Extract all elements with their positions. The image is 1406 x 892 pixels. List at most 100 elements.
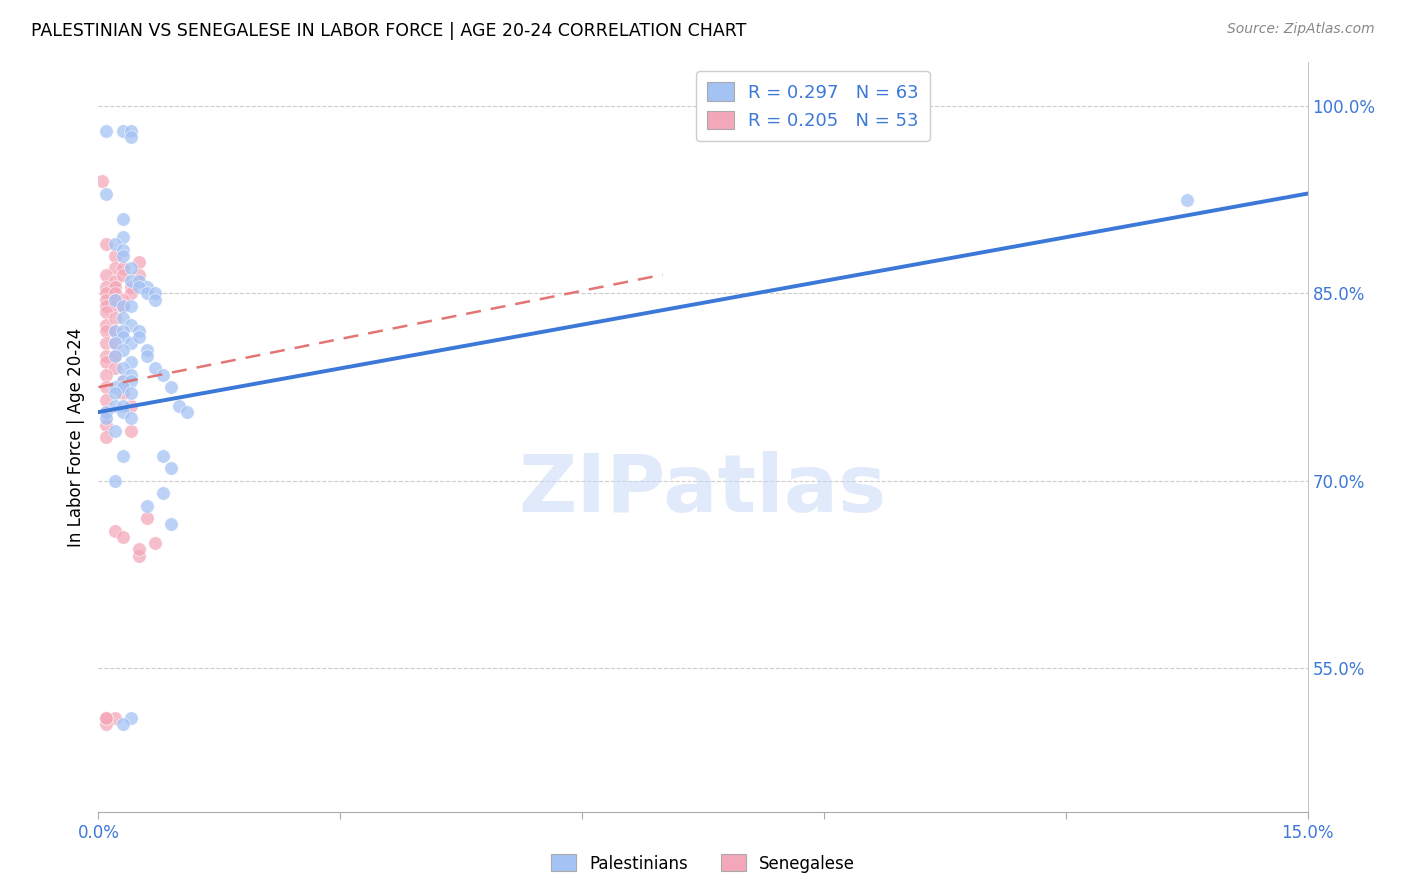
Point — [103, 311, 125, 326]
Point — [111, 311, 134, 326]
Text: PALESTINIAN VS SENEGALESE IN LABOR FORCE | AGE 20-24 CORRELATION CHART: PALESTINIAN VS SENEGALESE IN LABOR FORCE… — [31, 22, 747, 40]
Point — [103, 361, 125, 376]
Point — [96, 299, 118, 313]
Point — [111, 374, 134, 388]
Point — [96, 355, 118, 369]
Point — [120, 261, 142, 276]
Point — [111, 380, 134, 394]
Point — [111, 124, 134, 138]
Point — [120, 711, 142, 725]
Point — [120, 318, 142, 332]
Point — [111, 293, 134, 307]
Point — [111, 449, 134, 463]
Point — [103, 399, 125, 413]
Point — [120, 374, 142, 388]
Point — [103, 474, 125, 488]
Point — [103, 380, 125, 394]
Point — [103, 286, 125, 301]
Point — [103, 249, 125, 263]
Point — [135, 499, 157, 513]
Point — [120, 386, 142, 401]
Point — [120, 424, 142, 438]
Point — [120, 336, 142, 351]
Point — [120, 355, 142, 369]
Point — [96, 268, 118, 282]
Point — [111, 530, 134, 544]
Point — [96, 336, 118, 351]
Point — [120, 286, 142, 301]
Point — [103, 349, 125, 363]
Point — [135, 343, 157, 357]
Point — [96, 124, 118, 138]
Point — [103, 524, 125, 538]
Point — [128, 330, 150, 344]
Point — [96, 236, 118, 251]
Point — [128, 280, 150, 294]
Point — [111, 299, 134, 313]
Point — [111, 330, 134, 344]
Point — [103, 261, 125, 276]
Point — [135, 280, 157, 294]
Point — [103, 336, 125, 351]
Point — [120, 280, 142, 294]
Point — [103, 280, 125, 294]
Point — [135, 511, 157, 525]
Point — [167, 399, 190, 413]
Point — [103, 324, 125, 338]
Point — [96, 349, 118, 363]
Point — [128, 542, 150, 557]
Point — [1175, 193, 1198, 207]
Point — [143, 286, 166, 301]
Point — [103, 711, 125, 725]
Point — [111, 405, 134, 419]
Point — [111, 717, 134, 731]
Point — [103, 293, 125, 307]
Point — [143, 293, 166, 307]
Y-axis label: In Labor Force | Age 20-24: In Labor Force | Age 20-24 — [66, 327, 84, 547]
Point — [91, 174, 114, 188]
Point — [111, 261, 134, 276]
Point — [96, 305, 118, 319]
Point — [128, 549, 150, 563]
Point — [120, 130, 142, 145]
Point — [160, 380, 183, 394]
Point — [128, 255, 150, 269]
Point — [160, 461, 183, 475]
Point — [111, 374, 134, 388]
Point — [120, 299, 142, 313]
Point — [143, 536, 166, 550]
Point — [111, 211, 134, 226]
Text: Source: ZipAtlas.com: Source: ZipAtlas.com — [1227, 22, 1375, 37]
Point — [111, 361, 134, 376]
Point — [96, 711, 118, 725]
Point — [135, 349, 157, 363]
Point — [103, 424, 125, 438]
Point — [152, 368, 174, 382]
Point — [96, 711, 118, 725]
Legend: Palestinians, Senegalese: Palestinians, Senegalese — [544, 847, 862, 880]
Point — [111, 399, 134, 413]
Point — [152, 449, 174, 463]
Legend: R = 0.297   N = 63, R = 0.205   N = 53: R = 0.297 N = 63, R = 0.205 N = 53 — [696, 71, 929, 141]
Point — [96, 380, 118, 394]
Point — [160, 517, 183, 532]
Point — [128, 274, 150, 288]
Point — [96, 392, 118, 407]
Point — [120, 368, 142, 382]
Point — [96, 430, 118, 444]
Point — [96, 318, 118, 332]
Point — [103, 236, 125, 251]
Point — [111, 268, 134, 282]
Point — [103, 324, 125, 338]
Point — [96, 717, 118, 731]
Point — [96, 405, 118, 419]
Point — [111, 230, 134, 244]
Point — [128, 324, 150, 338]
Point — [152, 486, 174, 500]
Point — [96, 368, 118, 382]
Point — [103, 349, 125, 363]
Point — [120, 274, 142, 288]
Point — [103, 336, 125, 351]
Point — [103, 293, 125, 307]
Point — [96, 405, 118, 419]
